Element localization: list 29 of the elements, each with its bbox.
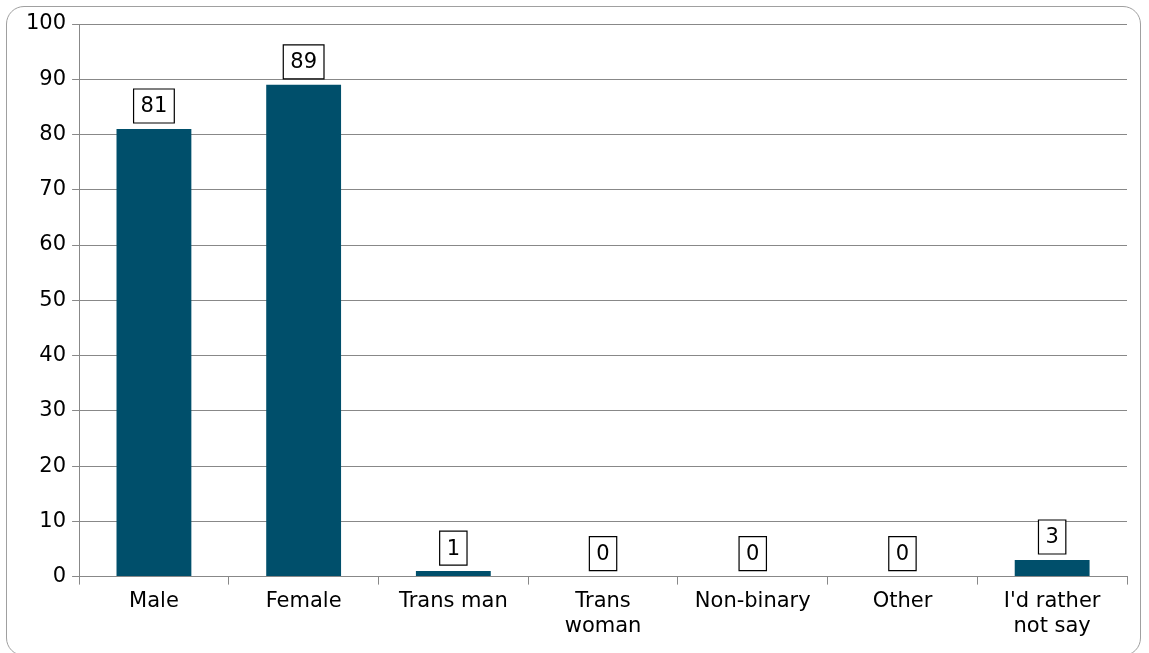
bar xyxy=(116,128,192,577)
y-tick-label: 80 xyxy=(39,120,67,145)
bar xyxy=(266,84,342,577)
data-label: 89 xyxy=(290,49,317,74)
x-tick-label: Female xyxy=(265,587,342,612)
bar xyxy=(1014,560,1090,577)
y-tick-label: 30 xyxy=(39,397,67,422)
x-tick-label: Other xyxy=(872,587,933,612)
y-tick-label: 50 xyxy=(39,286,67,311)
data-label: 0 xyxy=(596,541,610,566)
y-tick-label: 20 xyxy=(39,452,67,477)
x-tick-label: Male xyxy=(129,587,179,612)
x-tick-label: I'd rather not say xyxy=(1003,587,1101,637)
x-tick-label: Trans man xyxy=(397,587,508,612)
x-tick-label: Trans woman xyxy=(564,587,642,637)
data-label: 1 xyxy=(446,535,461,560)
y-tick-label: 40 xyxy=(39,342,67,367)
y-tick-label: 100 xyxy=(25,10,67,35)
x-tick-label: Non-binary xyxy=(694,587,811,612)
data-label: 0 xyxy=(895,541,910,566)
y-tick-label: 70 xyxy=(39,176,67,201)
data-label: 0 xyxy=(746,541,760,566)
y-tick-label: 90 xyxy=(39,65,67,90)
y-tick-label: 0 xyxy=(52,563,67,588)
bar xyxy=(415,571,491,577)
data-label: 81 xyxy=(140,93,168,118)
y-tick-label: 60 xyxy=(39,231,67,256)
y-tick-label: 10 xyxy=(39,507,67,532)
data-label: 3 xyxy=(1045,524,1059,549)
